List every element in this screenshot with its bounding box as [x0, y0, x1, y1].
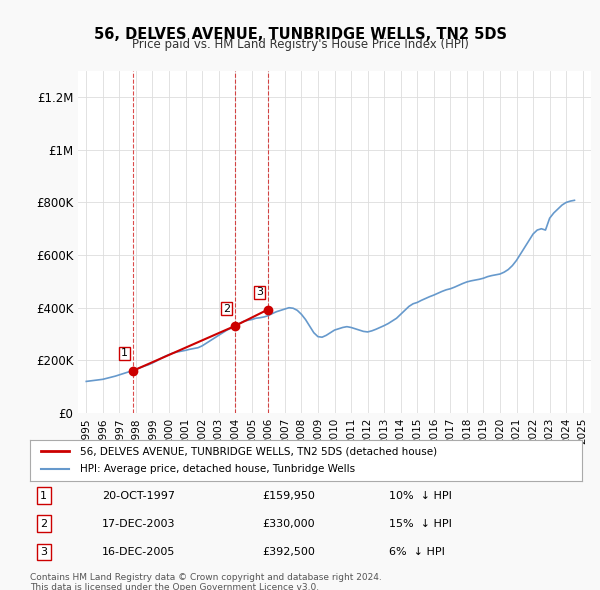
- Text: Price paid vs. HM Land Registry's House Price Index (HPI): Price paid vs. HM Land Registry's House …: [131, 38, 469, 51]
- Text: £392,500: £392,500: [262, 547, 315, 557]
- Text: 2: 2: [223, 304, 230, 314]
- Text: 1: 1: [121, 349, 128, 358]
- Text: Contains HM Land Registry data © Crown copyright and database right 2024.: Contains HM Land Registry data © Crown c…: [30, 573, 382, 582]
- Text: 6%  ↓ HPI: 6% ↓ HPI: [389, 547, 445, 557]
- Text: 17-DEC-2003: 17-DEC-2003: [102, 519, 175, 529]
- Text: 56, DELVES AVENUE, TUNBRIDGE WELLS, TN2 5DS (detached house): 56, DELVES AVENUE, TUNBRIDGE WELLS, TN2 …: [80, 446, 437, 456]
- Text: 10%  ↓ HPI: 10% ↓ HPI: [389, 491, 452, 501]
- Text: This data is licensed under the Open Government Licence v3.0.: This data is licensed under the Open Gov…: [30, 583, 319, 590]
- Text: 3: 3: [40, 547, 47, 557]
- Text: 20-OCT-1997: 20-OCT-1997: [102, 491, 175, 501]
- Text: 56, DELVES AVENUE, TUNBRIDGE WELLS, TN2 5DS: 56, DELVES AVENUE, TUNBRIDGE WELLS, TN2 …: [94, 27, 506, 41]
- Text: £159,950: £159,950: [262, 491, 315, 501]
- Text: £330,000: £330,000: [262, 519, 314, 529]
- Text: 16-DEC-2005: 16-DEC-2005: [102, 547, 175, 557]
- Text: 2: 2: [40, 519, 47, 529]
- Text: 1: 1: [40, 491, 47, 501]
- Text: HPI: Average price, detached house, Tunbridge Wells: HPI: Average price, detached house, Tunb…: [80, 464, 355, 474]
- Text: 15%  ↓ HPI: 15% ↓ HPI: [389, 519, 452, 529]
- Text: 3: 3: [256, 287, 263, 297]
